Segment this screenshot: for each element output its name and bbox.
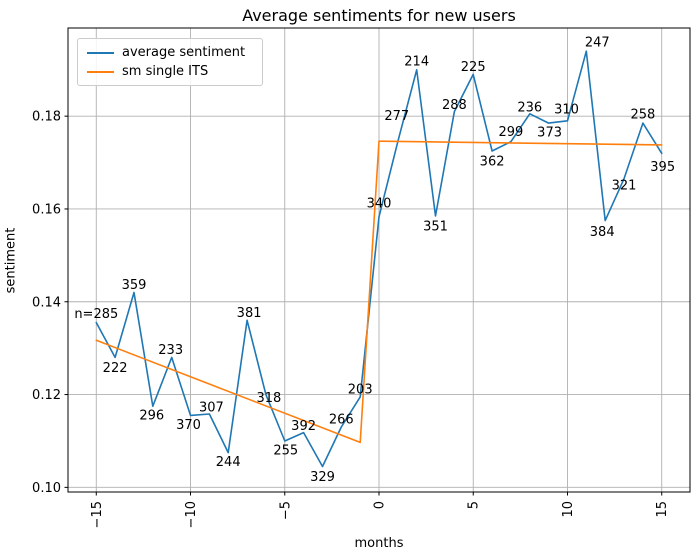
point-label-370: 370 <box>176 418 201 433</box>
point-label-233: 233 <box>158 343 183 358</box>
point-label-296: 296 <box>139 409 164 424</box>
x-tick-label: 15 <box>655 501 670 518</box>
point-label-351: 351 <box>423 219 448 234</box>
point-label-307: 307 <box>199 401 224 416</box>
legend-entry-sm-single-its: sm single ITS <box>87 62 253 81</box>
x-tick-label: −15 <box>90 501 105 528</box>
y-axis-label: sentiment <box>3 227 19 294</box>
point-label-255: 255 <box>273 444 298 459</box>
point-label-384: 384 <box>590 225 615 240</box>
point-label-318: 318 <box>256 391 281 406</box>
series-line-average-sentiment <box>95 50 663 468</box>
point-label-222: 222 <box>103 361 128 376</box>
point-label-244: 244 <box>216 455 241 470</box>
point-label-236: 236 <box>517 100 542 115</box>
legend-line-sample-orange <box>87 70 114 73</box>
point-label-266: 266 <box>329 413 354 428</box>
x-tick-label: 0 <box>373 501 388 509</box>
series-line-sm-single-ITS <box>95 140 663 444</box>
y-tick-label: 0.14 <box>32 295 61 310</box>
point-label-310: 310 <box>554 102 579 117</box>
point-label-n-285: n=285 <box>74 307 118 322</box>
point-label-373: 373 <box>537 126 562 141</box>
point-label-321: 321 <box>612 178 637 193</box>
x-tick-label: −10 <box>184 501 199 528</box>
y-tick-label: 0.18 <box>32 110 61 125</box>
point-label-277: 277 <box>384 109 409 124</box>
x-axis-label: months <box>354 536 404 551</box>
point-label-299: 299 <box>498 125 523 140</box>
legend-entry-average-sentiment: average sentiment <box>87 43 253 62</box>
point-label-203: 203 <box>348 382 373 397</box>
point-label-340: 340 <box>367 196 392 211</box>
y-tick-label: 0.16 <box>32 202 61 217</box>
legend-line-sample-blue <box>87 51 114 54</box>
point-label-214: 214 <box>404 54 429 69</box>
x-tick-label: 5 <box>467 501 482 509</box>
y-tick-label: 0.12 <box>32 388 61 403</box>
point-label-392: 392 <box>291 419 316 434</box>
y-tick-label: 0.10 <box>32 481 61 496</box>
point-label-247: 247 <box>585 36 610 51</box>
point-label-395: 395 <box>650 160 675 175</box>
point-label-258: 258 <box>630 108 655 123</box>
chart-title: Average sentiments for new users <box>242 6 516 25</box>
point-label-362: 362 <box>480 155 505 170</box>
point-label-225: 225 <box>461 60 486 75</box>
point-label-381: 381 <box>237 306 262 321</box>
point-label-288: 288 <box>442 98 467 113</box>
legend-label: sm single ITS <box>122 64 209 79</box>
legend: average sentiment sm single ITS <box>77 38 263 86</box>
point-label-359: 359 <box>122 278 147 293</box>
x-tick-label: 10 <box>561 501 576 518</box>
x-tick-label: −5 <box>278 501 293 520</box>
point-label-329: 329 <box>310 470 335 485</box>
legend-label: average sentiment <box>122 45 246 60</box>
